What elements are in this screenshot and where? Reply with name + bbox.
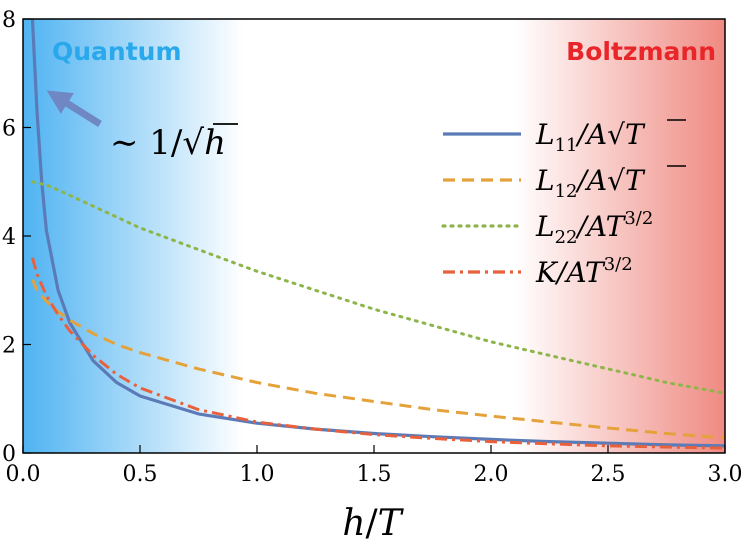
- y-tick-label: 8: [2, 8, 16, 33]
- series-line-2: [31, 278, 725, 440]
- boltzmann-region: [515, 19, 725, 453]
- boltzmann-label: Boltzmann: [566, 37, 716, 66]
- x-tick-label: 1.5: [357, 462, 392, 487]
- x-axis-label: h/T: [342, 503, 404, 544]
- legend-label-2: L12/A√T: [535, 164, 646, 202]
- y-tick-label: 4: [2, 225, 16, 250]
- annotation-arrow: [46, 90, 102, 127]
- series-line-1: [30, 19, 725, 448]
- series-line-3: [30, 180, 725, 395]
- y-tick-label: 2: [2, 334, 16, 359]
- series-layer: [30, 19, 725, 450]
- x-tick-label: 3.0: [708, 462, 743, 487]
- legend-label-3: L22/AT3/2: [535, 208, 653, 248]
- annotation-sqrt-h-text: ∼ 1/√h: [110, 123, 226, 163]
- legend: L11/A√T L12/A√T L22/AT3/2 K/AT3/2: [441, 118, 686, 289]
- annotation-sqrt-h: ∼ 1/√h: [110, 123, 238, 163]
- y-tick-label: 6: [2, 117, 16, 142]
- x-axis-ticks: 0.0 0.5 1.0 1.5 2.0 2.5 3.0: [6, 445, 743, 487]
- x-tick-label: 0.5: [123, 462, 158, 487]
- legend-label-4: K/AT3/2: [535, 254, 633, 289]
- series-line-4: [30, 257, 725, 450]
- quantum-label: Quantum: [52, 37, 182, 66]
- x-tick-label: 0.0: [6, 462, 41, 487]
- y-tick-label: 0: [2, 442, 16, 467]
- x-tick-label: 2.0: [474, 462, 509, 487]
- x-tick-label: 1.0: [240, 462, 275, 487]
- quantum-region: [23, 19, 243, 453]
- x-tick-label: 2.5: [591, 462, 626, 487]
- y-axis-ticks: 0 2 4 6 8: [2, 8, 31, 467]
- legend-label-1: L11/A√T: [535, 118, 646, 156]
